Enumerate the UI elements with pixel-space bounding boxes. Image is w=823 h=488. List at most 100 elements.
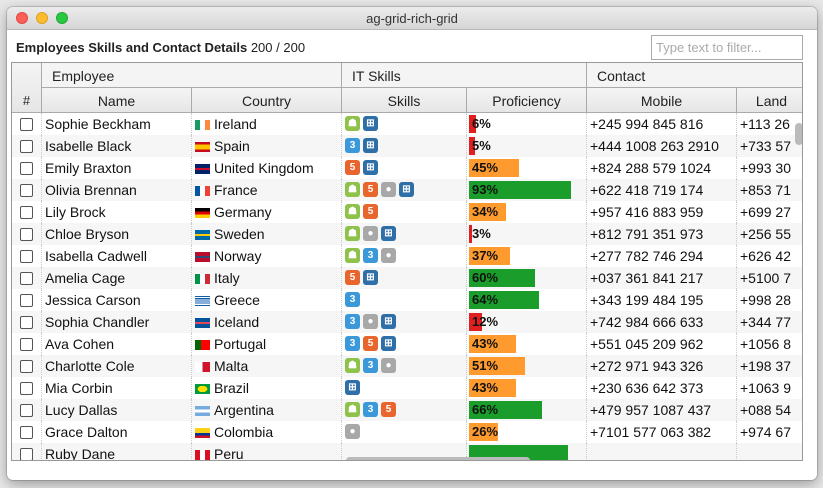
country-cell[interactable]: Brazil <box>192 377 342 399</box>
landline-cell[interactable]: +626 42 <box>740 248 791 264</box>
country-cell[interactable]: France <box>192 179 342 201</box>
mobile-cell[interactable]: +551 045 209 962 <box>587 333 737 355</box>
landline-cell[interactable]: +198 37 <box>740 358 791 374</box>
proficiency-cell[interactable]: 93% <box>467 179 587 201</box>
landline-cell[interactable]: +998 28 <box>740 292 791 308</box>
row-checkbox[interactable] <box>20 382 33 395</box>
landline-cell[interactable]: +974 67 <box>740 424 791 440</box>
row-checkbox[interactable] <box>20 338 33 351</box>
mobile-cell[interactable]: +230 636 642 373 <box>587 377 737 399</box>
group-it-skills[interactable]: IT Skills <box>342 63 587 88</box>
country-cell[interactable]: Italy <box>192 267 342 289</box>
skills-cell[interactable]: 3 ⊞ <box>342 135 467 157</box>
proficiency-cell[interactable]: 64% <box>467 289 587 311</box>
mobile-cell[interactable]: +812 791 351 973 <box>587 223 737 245</box>
landline-cell[interactable] <box>737 443 802 460</box>
skills-cell[interactable]: 5 ⊞ <box>342 157 467 179</box>
name-cell[interactable]: Sophie Beckham <box>42 113 192 135</box>
row-checkbox[interactable] <box>20 118 33 131</box>
skills-cell[interactable]: ⊞ <box>342 377 467 399</box>
col-mobile[interactable]: Mobile <box>587 88 737 113</box>
table-row[interactable]: Emily Braxton United Kingdom 5 ⊞ 45% +824 288… <box>12 157 802 179</box>
skills-cell[interactable]: ☗ 3 5 <box>342 399 467 421</box>
name-cell[interactable]: Isabella Cadwell <box>42 245 192 267</box>
table-row[interactable]: Isabelle Black Spain 3 ⊞ 5% +444 1008 263 291… <box>12 135 802 157</box>
col-country[interactable]: Country <box>192 88 342 113</box>
row-checkbox[interactable] <box>20 316 33 329</box>
landline-cell[interactable]: +699 27 <box>740 204 791 220</box>
mobile-cell[interactable]: +479 957 1087 437 <box>587 399 737 421</box>
proficiency-cell[interactable]: 51% <box>467 355 587 377</box>
row-checkbox[interactable] <box>20 294 33 307</box>
proficiency-cell[interactable]: 3% <box>467 223 587 245</box>
table-row[interactable]: Isabella Cadwell Norway ☗ 3 ● 37% +277 782 746… <box>12 245 802 267</box>
country-cell[interactable]: Greece <box>192 289 342 311</box>
name-cell[interactable]: Lucy Dallas <box>42 399 192 421</box>
table-row[interactable]: Amelia Cage Italy 5 ⊞ 60% +037 361 841 217 +51… <box>12 267 802 289</box>
close-window-button[interactable] <box>16 12 28 24</box>
table-row[interactable]: Jessica Carson Greece 3 64% +343 199 484 195… <box>12 289 802 311</box>
name-cell[interactable]: Ava Cohen <box>42 333 192 355</box>
landline-cell[interactable]: +5100 7 <box>740 270 791 286</box>
name-cell[interactable]: Isabelle Black <box>42 135 192 157</box>
proficiency-cell[interactable]: 5% <box>467 135 587 157</box>
header-row-number[interactable]: # <box>12 63 42 113</box>
country-cell[interactable]: Germany <box>192 201 342 223</box>
row-checkbox[interactable] <box>20 162 33 175</box>
country-cell[interactable]: Spain <box>192 135 342 157</box>
table-row[interactable]: Ava Cohen Portugal 3 5 ⊞ 43% +551 045 209 962 +… <box>12 333 802 355</box>
name-cell[interactable]: Ruby Dane <box>42 443 192 460</box>
row-checkbox[interactable] <box>20 250 33 263</box>
mobile-cell[interactable]: +245 994 845 816 <box>587 113 737 135</box>
col-proficiency[interactable]: Proficiency <box>467 88 587 113</box>
mobile-cell[interactable]: +824 288 579 1024 <box>587 157 737 179</box>
name-cell[interactable]: Jessica Carson <box>42 289 192 311</box>
skills-cell[interactable]: ☗ 3 ● <box>342 245 467 267</box>
mobile-cell[interactable]: +277 782 746 294 <box>587 245 737 267</box>
country-cell[interactable]: Ireland <box>192 113 342 135</box>
name-cell[interactable]: Charlotte Cole <box>42 355 192 377</box>
table-row[interactable]: Mia Corbin Brazil ⊞ 43% +230 636 642 373 +106… <box>12 377 802 399</box>
name-cell[interactable]: Emily Braxton <box>42 157 192 179</box>
proficiency-cell[interactable]: 26% <box>467 421 587 443</box>
mobile-cell[interactable]: +957 416 883 959 <box>587 201 737 223</box>
skills-cell[interactable]: ☗ ⊞ <box>342 113 467 135</box>
mobile-cell[interactable]: +037 361 841 217 <box>587 267 737 289</box>
proficiency-cell[interactable]: 37% <box>467 245 587 267</box>
skills-cell[interactable]: ☗ 5 <box>342 201 467 223</box>
horizontal-scrollbar[interactable] <box>346 457 530 460</box>
table-row[interactable]: Charlotte Cole Malta ☗ 3 ● 51% +272 971 943 32… <box>12 355 802 377</box>
col-name[interactable]: Name <box>42 88 192 113</box>
landline-cell[interactable]: +113 26 <box>740 116 790 132</box>
minimize-window-button[interactable] <box>36 12 48 24</box>
group-employee[interactable]: Employee <box>42 63 342 88</box>
name-cell[interactable]: Mia Corbin <box>42 377 192 399</box>
row-checkbox[interactable] <box>20 184 33 197</box>
landline-cell[interactable]: +1056 8 <box>740 336 791 352</box>
table-row[interactable]: Grace Dalton Colombia ● 26% +7101 577 063 38… <box>12 421 802 443</box>
country-cell[interactable]: Portugal <box>192 333 342 355</box>
landline-cell[interactable]: +256 55 <box>740 226 791 242</box>
name-cell[interactable]: Sophia Chandler <box>42 311 192 333</box>
name-cell[interactable]: Amelia Cage <box>42 267 192 289</box>
vertical-scrollbar[interactable] <box>795 123 802 145</box>
skills-cell[interactable]: 3 5 ⊞ <box>342 333 467 355</box>
proficiency-cell[interactable]: 43% <box>467 333 587 355</box>
country-cell[interactable]: Sweden <box>192 223 342 245</box>
col-skills[interactable]: Skills <box>342 88 467 113</box>
proficiency-cell[interactable]: 34% <box>467 201 587 223</box>
row-checkbox[interactable] <box>20 140 33 153</box>
mobile-cell[interactable]: +272 971 943 326 <box>587 355 737 377</box>
name-cell[interactable]: Lily Brock <box>42 201 192 223</box>
landline-cell[interactable]: +993 30 <box>740 160 791 176</box>
mobile-cell[interactable] <box>587 443 737 460</box>
skills-cell[interactable]: ☗ ● ⊞ <box>342 223 467 245</box>
landline-cell[interactable]: +733 57 <box>740 138 791 154</box>
proficiency-cell[interactable]: 43% <box>467 377 587 399</box>
mobile-cell[interactable]: +622 418 719 174 <box>587 179 737 201</box>
proficiency-cell[interactable]: 66% <box>467 399 587 421</box>
skills-cell[interactable]: 3 <box>342 289 467 311</box>
table-row[interactable]: Lucy Dallas Argentina ☗ 3 5 66% +479 957 1087 … <box>12 399 802 421</box>
skills-cell[interactable]: 3 ● ⊞ <box>342 311 467 333</box>
country-cell[interactable]: Peru <box>192 443 342 460</box>
